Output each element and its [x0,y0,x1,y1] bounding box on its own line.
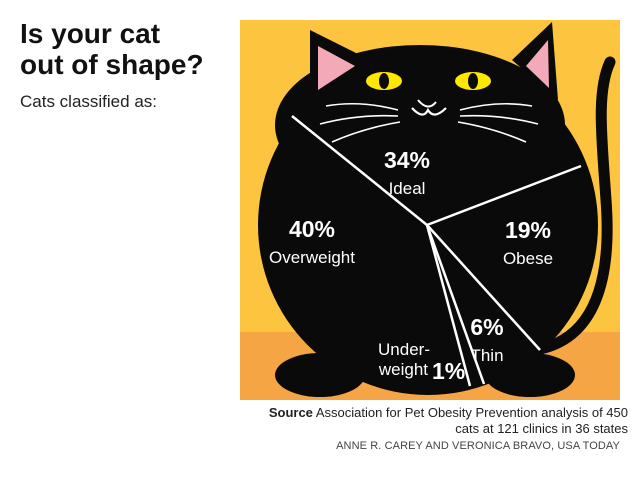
slice-divider-3 [426,224,541,351]
source-text: Association for Pet Obesity Prevention a… [315,405,628,436]
slice-value-label: 34% [384,147,430,173]
slice-obese: 19% Obese [503,217,553,268]
left-pupil [379,73,389,89]
title-line-1: Is your cat [20,18,161,49]
pie-dividers [291,115,582,387]
slice-divider-4 [425,224,486,385]
slice-category-label: Overweight [269,248,355,267]
pie-labels: 34% Ideal 19% Obese 6% Thin Under-weight 1% 40% O… [269,147,553,384]
title-line-2: out of shape? [20,49,204,80]
source-label: Source [268,405,313,420]
slice-category-label-line2: weight [378,360,428,379]
chart-subtitle: Cats classified as: [20,92,157,111]
slice-value-label: 6% [470,314,503,340]
chart-panel: 34% Ideal 19% Obese 6% Thin Under-weight 1% 40% O… [240,20,620,400]
slice-thin: 6% Thin [470,314,503,365]
cat-face [319,72,539,143]
cat-pie-chart: 34% Ideal 19% Obese 6% Thin Under-weight 1% 40% O… [240,20,620,400]
cat-body [258,22,598,397]
slice-value-label: 19% [505,217,551,243]
cat-tail [529,56,616,356]
left-paw [275,353,365,397]
source-note: Source Association for Pet Obesity Preve… [258,405,628,437]
page-title: Is your cat out of shape? [20,18,230,80]
slice-divider-1 [291,115,428,226]
slice-divider-2 [426,164,582,227]
slice-underweight: Under-weight 1% [378,340,465,384]
right-ear-inner-icon [526,40,549,88]
slice-overweight: 40% Overweight [269,216,355,267]
slice-category-label: Obese [503,249,553,268]
left-ear-inner-icon [318,46,355,90]
slice-value-label: 40% [289,216,335,242]
cat-head [275,45,565,205]
slice-ideal: 34% Ideal [384,147,430,198]
nose-icon [417,99,437,108]
right-pupil [468,73,478,89]
credit-line: ANNE R. CAREY AND VERONICA BRAVO, USA TO… [336,440,620,452]
right-paw [485,353,575,397]
slice-value-label: 1% [432,358,465,384]
slice-divider-5 [425,224,472,387]
slice-category-label: Thin [470,346,503,365]
whiskers-icon [319,102,539,143]
slice-category-label: Under- [378,340,430,359]
slice-category-label: Ideal [389,179,426,198]
mouth-icon [411,107,447,116]
